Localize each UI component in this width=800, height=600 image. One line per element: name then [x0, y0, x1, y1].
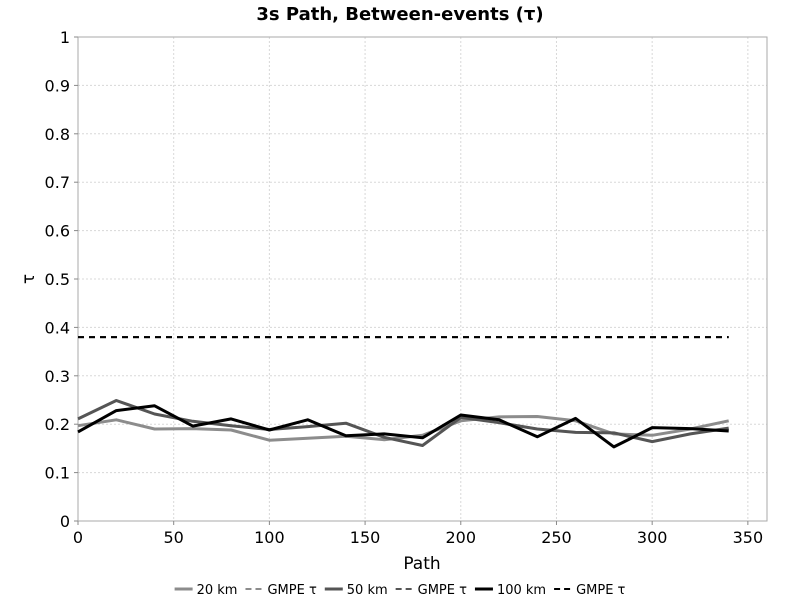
x-tick-label: 100	[254, 528, 285, 547]
y-axis-label: τ	[19, 274, 39, 284]
series-line-4	[77, 404, 729, 449]
y-tick-label: 0	[60, 512, 70, 531]
legend-label-1: GMPE τ	[267, 583, 316, 598]
x-tick-label: 250	[541, 528, 572, 547]
x-tick-label: 0	[73, 528, 83, 547]
series-line-2	[77, 399, 729, 447]
x-tick-label: 200	[446, 528, 477, 547]
legend-label-3: GMPE τ	[418, 583, 467, 598]
y-tick-label: 0.2	[45, 415, 70, 434]
x-tick-label: 50	[164, 528, 184, 547]
x-tick-label: 300	[637, 528, 668, 547]
x-tick-label: 350	[733, 528, 764, 547]
y-tick-label: 0.7	[45, 173, 70, 192]
x-ticks: 0 50 100 150 200 250 300 350	[73, 521, 763, 547]
y-ticks: 0 0.1 0.2 0.3 0.4 0.5 0.6 0.7 0.8 0.9 1	[45, 28, 78, 531]
grid	[77, 36, 767, 522]
legend-label-4: 100 km	[497, 583, 546, 598]
y-tick-label: 0.1	[45, 464, 70, 483]
y-tick-label: 1	[60, 28, 70, 47]
legend-label-5: GMPE τ	[576, 583, 625, 598]
y-tick-label: 0.6	[45, 222, 70, 241]
y-tick-label: 0.9	[45, 76, 70, 95]
y-tick-label: 0.3	[45, 367, 70, 386]
series-group	[77, 336, 730, 449]
legend: 20 km GMPE τ 50 km GMPE τ 100 km GMPE τ	[174, 583, 626, 598]
y-tick-label: 0.5	[45, 270, 70, 289]
legend-label-2: 50 km	[347, 583, 388, 598]
x-axis-label: Path	[403, 554, 440, 574]
y-tick-label: 0.8	[45, 125, 70, 144]
x-tick-label: 150	[350, 528, 381, 547]
y-tick-label: 0.4	[45, 318, 70, 337]
chart-title: 3s Path, Between-events (τ)	[256, 4, 543, 25]
legend-label-0: 20 km	[197, 583, 238, 598]
